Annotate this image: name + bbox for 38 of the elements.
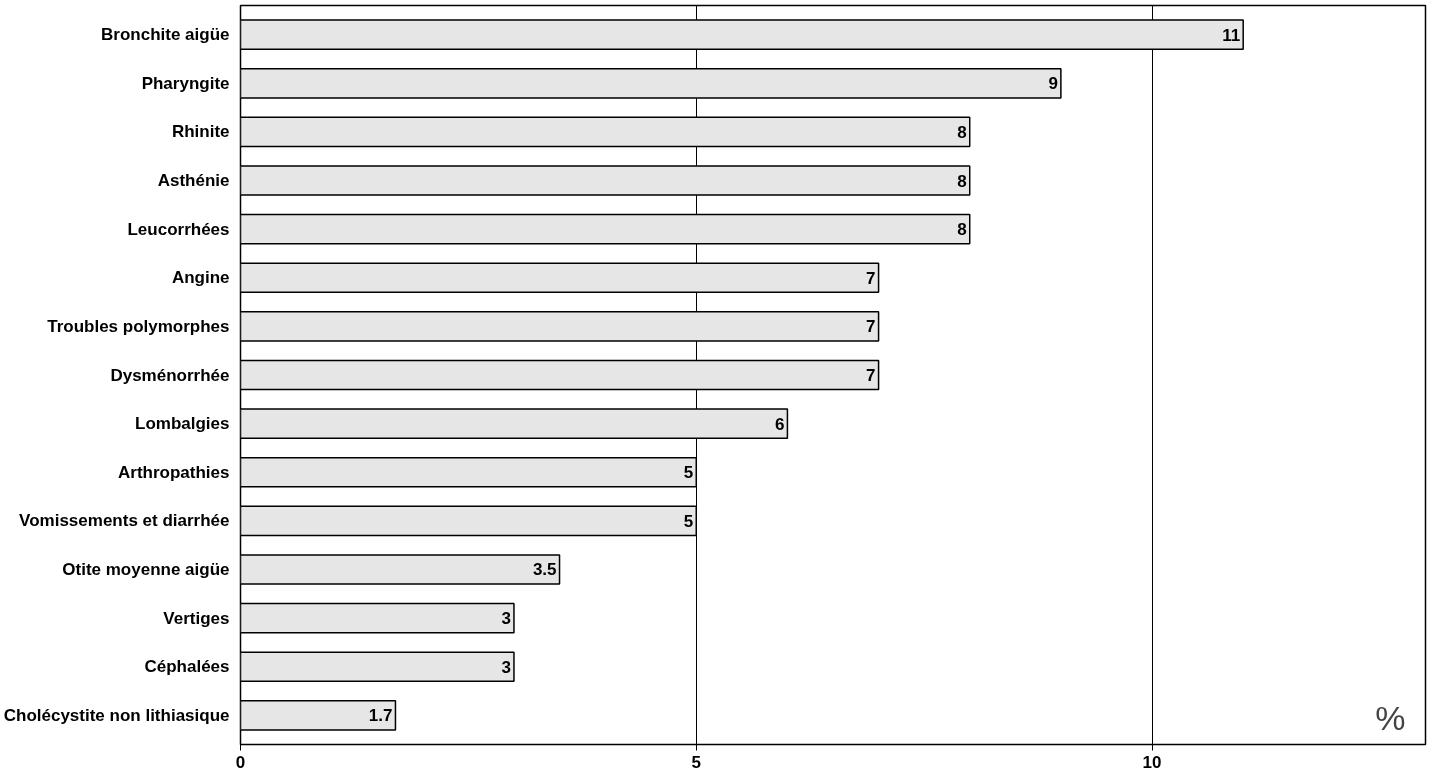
x-tick-label: 5 [691, 752, 702, 772]
data-label: 8 [957, 171, 967, 191]
data-label: 5 [683, 511, 694, 531]
data-label: 1.7 [368, 706, 393, 726]
data-label: 3.5 [532, 560, 557, 580]
bar [240, 699, 397, 731]
y-tick-label: Rhinite [171, 122, 230, 142]
data-label: 7 [866, 317, 876, 337]
data-label: 3 [501, 609, 511, 629]
data-label: 7 [866, 366, 876, 385]
y-tick-label: Lombalgies [135, 414, 230, 434]
y-tick-label: Dysménorrhée [110, 365, 230, 385]
bar [240, 602, 515, 634]
x-axis-title: % [1375, 698, 1406, 737]
data-label: 7 [866, 268, 876, 288]
y-tick-label: Cholécystite non lithiasique [3, 705, 230, 725]
y-tick-label: Pharyngite [141, 73, 230, 93]
y-tick-label: Troubles polymorphes [47, 316, 230, 336]
y-tick-label: Vertiges [163, 608, 230, 628]
data-label: 11 [1222, 25, 1241, 45]
x-tick-label: 10 [1142, 752, 1162, 772]
data-label: 3 [501, 657, 511, 677]
data-label: 8 [957, 220, 967, 240]
data-label: 8 [957, 122, 967, 142]
y-tick-label: Angine [171, 268, 230, 288]
x-tick-label: 0 [235, 752, 246, 772]
y-tick-label: Vomissements et diarrhée [19, 511, 230, 531]
y-tick-label: Arthropathies [118, 462, 230, 482]
bar [240, 651, 515, 683]
y-tick-label: Leucorrhées [127, 219, 230, 239]
y-tick-label: Céphalées [144, 657, 230, 677]
data-label: 5 [683, 463, 694, 483]
y-tick-label: Otite moyenne aigüe [62, 559, 230, 579]
data-label: 9 [1048, 74, 1058, 94]
data-label: 6 [774, 414, 785, 434]
y-tick-label: Asthénie [157, 171, 230, 191]
bar [240, 554, 561, 585]
y-tick-label: Bronchite aigüe [101, 25, 230, 45]
